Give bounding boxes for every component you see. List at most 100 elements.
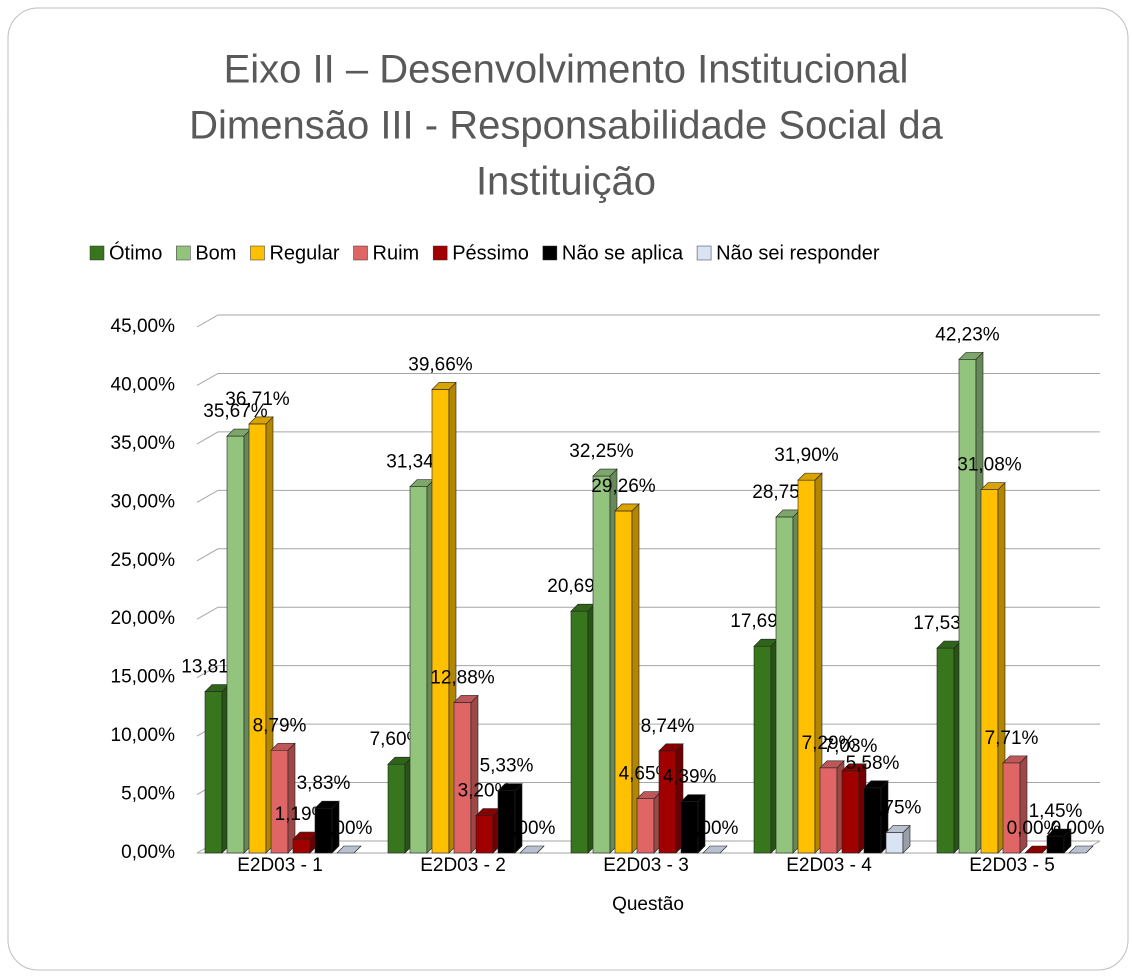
bar-face [453, 702, 472, 854]
bar-face [636, 798, 655, 854]
bar-top [797, 472, 823, 481]
bar [1002, 755, 1028, 854]
bar [614, 503, 640, 854]
bar-top [863, 780, 889, 789]
bar [226, 428, 252, 854]
bar-top [819, 760, 845, 769]
x-tick-label: E2D03 - 4 [786, 855, 872, 876]
bar-top [885, 825, 911, 833]
y-tick-label: 25,00% [111, 550, 176, 571]
data-label: 7,71% [985, 728, 1039, 749]
bar [336, 845, 362, 854]
bar [636, 790, 662, 854]
data-label: 8,74% [641, 716, 695, 737]
legend-label: Ótimo [109, 241, 162, 264]
bar-face [797, 479, 816, 854]
y-tick-label: 35,00% [111, 433, 176, 454]
bar-face [204, 691, 223, 854]
legend-swatch [250, 245, 265, 261]
bar-face [936, 647, 955, 854]
bar-top [519, 845, 545, 854]
bar [1046, 828, 1072, 854]
bar [936, 640, 962, 854]
bar [570, 603, 596, 854]
bar [863, 780, 889, 854]
data-label: 0,00% [685, 818, 739, 839]
bar [1068, 845, 1094, 854]
x-tick-label: E2D03 - 5 [969, 855, 1055, 876]
bar-top [702, 845, 728, 854]
y-tick-label: 10,00% [111, 725, 176, 746]
bar-face [614, 510, 633, 854]
legend-swatch [89, 245, 105, 261]
bar-face [270, 749, 289, 854]
data-label: 0,00% [319, 818, 373, 839]
legend-label: Bom [195, 242, 236, 264]
legend-swatch [432, 245, 448, 261]
data-label: 31,90% [774, 445, 839, 466]
bar-top [497, 783, 523, 791]
data-label: 4,39% [663, 767, 717, 788]
y-tick-label: 20,00% [111, 608, 176, 629]
bar [885, 824, 911, 854]
legend-label: Não se aplica [562, 242, 684, 264]
bar-face [775, 516, 794, 854]
bar-top [336, 845, 362, 854]
legend-label: Regular [269, 242, 339, 264]
x-tick-label: E2D03 - 2 [420, 855, 506, 876]
grid-line [196, 372, 1100, 386]
data-label: 42,23% [935, 324, 1000, 345]
bar-top [1002, 755, 1028, 764]
y-tick-label: 45,00% [111, 316, 176, 337]
data-label: 1,75% [868, 798, 922, 819]
y-tick-label: 15,00% [111, 667, 176, 688]
data-label: 0,00% [502, 818, 556, 839]
x-tick-label: E2D03 - 3 [603, 855, 689, 876]
bar [497, 782, 523, 854]
bar [387, 756, 413, 854]
data-label: 7,03% [824, 736, 878, 757]
data-label: 0,00% [1051, 818, 1105, 839]
bar [702, 845, 728, 854]
data-label: 29,26% [591, 476, 656, 497]
bar-top [1046, 828, 1072, 837]
bar-face [592, 475, 611, 854]
bar-face [475, 815, 494, 854]
bar [204, 683, 230, 854]
data-label: 8,79% [253, 715, 307, 736]
bar [431, 381, 457, 854]
bar [753, 638, 779, 854]
x-axis-title: Questão [612, 894, 684, 915]
data-label: 5,58% [846, 753, 900, 774]
bar-top [431, 382, 457, 390]
bar [292, 831, 318, 854]
data-label: 7,29% [802, 733, 856, 754]
bar [841, 763, 867, 854]
bar [819, 760, 845, 854]
data-label: 1,45% [1029, 801, 1083, 822]
chart-title: Dimensão III - Responsabilidade Social d… [189, 104, 944, 148]
data-label: 36,71% [225, 389, 290, 410]
bar-top [314, 800, 340, 809]
bar-face [409, 486, 428, 854]
bar-top [658, 743, 684, 752]
bar-side [287, 742, 296, 854]
data-label: 5,33% [480, 756, 534, 777]
bar [519, 845, 545, 854]
bar-face [1002, 762, 1021, 854]
bar-top [453, 695, 479, 703]
data-label: 39,66% [408, 354, 473, 375]
bar-face [226, 435, 245, 854]
chart-frame [7, 7, 1129, 971]
bar-top [248, 416, 274, 425]
y-tick-label: 40,00% [111, 374, 176, 395]
legend-swatch [176, 245, 191, 261]
bar [453, 694, 479, 854]
bar [314, 800, 340, 854]
legend-swatch [696, 245, 712, 261]
bar-face [980, 489, 999, 854]
bar [270, 742, 296, 854]
bar-top [980, 482, 1006, 491]
bar-face [841, 770, 860, 854]
